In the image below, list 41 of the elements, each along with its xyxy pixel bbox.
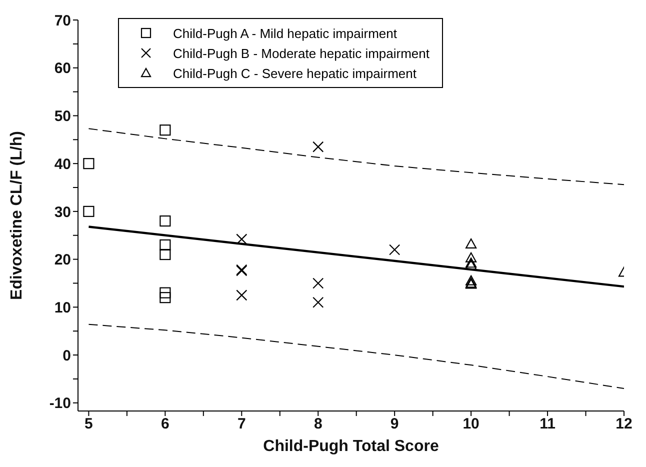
y-tick-label: 30 bbox=[54, 204, 71, 221]
point bbox=[83, 206, 94, 217]
point bbox=[160, 215, 171, 227]
y-tick-label: 60 bbox=[54, 60, 71, 78]
x-tick-label: 6 bbox=[161, 416, 170, 433]
legend-label: Child-Pugh A - Mild hepatic impairment bbox=[173, 26, 397, 40]
x-tick-label: 11 bbox=[540, 416, 556, 433]
legend-label: Child-Pugh B - Moderate hepatic impairment bbox=[173, 46, 430, 60]
y-tick-label: 20 bbox=[54, 252, 71, 269]
x-tick-label: 10 bbox=[462, 416, 480, 433]
point bbox=[466, 252, 477, 262]
point bbox=[160, 287, 171, 298]
point bbox=[160, 239, 171, 250]
line-series bbox=[88, 128, 624, 186]
point bbox=[236, 234, 248, 245]
point bbox=[160, 124, 171, 136]
y-tick-label: 10 bbox=[54, 299, 71, 316]
point bbox=[160, 292, 171, 304]
point bbox=[83, 158, 94, 170]
point bbox=[160, 248, 171, 260]
x-tick-label: 9 bbox=[390, 416, 399, 433]
x-tick-label: 7 bbox=[237, 416, 246, 433]
point bbox=[312, 278, 324, 289]
point bbox=[312, 141, 324, 152]
point bbox=[236, 290, 248, 301]
y-tick-label: 40 bbox=[54, 156, 71, 173]
y-tick-label: -10 bbox=[49, 395, 71, 412]
line-series bbox=[88, 324, 624, 390]
x-tick-label: 12 bbox=[616, 416, 632, 433]
point bbox=[389, 244, 400, 256]
x-tick-label: 5 bbox=[84, 416, 93, 433]
point bbox=[466, 275, 477, 286]
legend-label: Child-Pugh C - Severe hepatic impairment bbox=[173, 66, 416, 80]
point bbox=[466, 238, 477, 249]
y-tick-label: 50 bbox=[54, 108, 71, 126]
y-tick-label: 70 bbox=[54, 12, 71, 30]
x-axis-title: Child-Pugh Total Score bbox=[263, 438, 439, 455]
y-tick-label: 0 bbox=[62, 347, 71, 364]
point bbox=[312, 296, 324, 308]
y-axis-title: Edivoxetine CL/F (L/h) bbox=[8, 131, 26, 300]
x-tick-label: 8 bbox=[314, 416, 322, 433]
